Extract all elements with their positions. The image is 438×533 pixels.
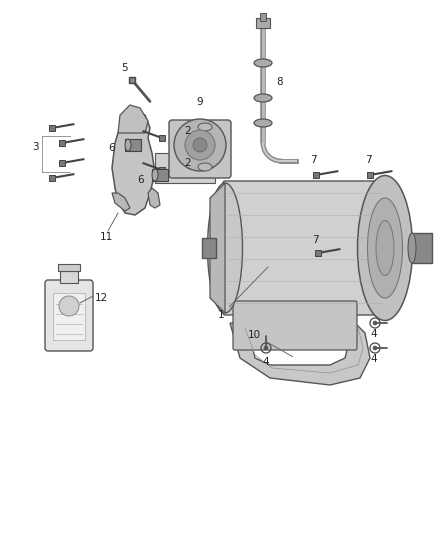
Text: 12: 12 <box>95 293 108 303</box>
Text: 9: 9 <box>196 97 203 107</box>
Polygon shape <box>210 183 225 313</box>
Circle shape <box>59 296 79 316</box>
Text: 11: 11 <box>100 232 113 242</box>
Circle shape <box>373 321 377 325</box>
Text: 6: 6 <box>137 175 144 185</box>
Ellipse shape <box>152 169 158 181</box>
Bar <box>125 139 141 151</box>
Polygon shape <box>230 323 370 385</box>
Polygon shape <box>112 193 130 211</box>
Circle shape <box>174 119 226 171</box>
Polygon shape <box>148 188 160 208</box>
Polygon shape <box>118 105 148 133</box>
Text: 3: 3 <box>32 142 39 152</box>
Text: 4: 4 <box>370 354 377 364</box>
Bar <box>256 18 270 28</box>
Circle shape <box>264 346 268 350</box>
Ellipse shape <box>408 233 416 263</box>
Ellipse shape <box>198 123 212 131</box>
Ellipse shape <box>376 221 394 276</box>
Text: 8: 8 <box>276 77 283 87</box>
Text: 7: 7 <box>365 155 371 165</box>
FancyBboxPatch shape <box>223 181 387 315</box>
Text: 4: 4 <box>262 357 268 367</box>
Ellipse shape <box>357 175 413 320</box>
FancyBboxPatch shape <box>45 280 93 351</box>
Bar <box>53 293 85 340</box>
Ellipse shape <box>198 163 212 171</box>
Ellipse shape <box>254 59 272 67</box>
Circle shape <box>185 130 215 160</box>
Bar <box>412 233 432 263</box>
Bar <box>260 13 266 21</box>
Text: 10: 10 <box>248 330 293 357</box>
Bar <box>202 238 216 258</box>
Circle shape <box>373 346 377 350</box>
Ellipse shape <box>254 119 272 127</box>
Circle shape <box>193 138 207 152</box>
Bar <box>58 264 80 271</box>
Text: 7: 7 <box>312 235 318 245</box>
FancyBboxPatch shape <box>233 301 357 350</box>
FancyBboxPatch shape <box>169 120 231 178</box>
Ellipse shape <box>208 183 243 313</box>
Bar <box>152 169 168 181</box>
Ellipse shape <box>125 139 131 151</box>
Text: 7: 7 <box>310 155 317 165</box>
Text: 2: 2 <box>184 126 191 136</box>
Ellipse shape <box>367 198 403 298</box>
Ellipse shape <box>254 94 272 102</box>
Bar <box>155 153 215 183</box>
Text: 6: 6 <box>108 143 115 153</box>
Text: 2: 2 <box>184 158 191 168</box>
Polygon shape <box>112 113 155 215</box>
Text: 4: 4 <box>370 329 377 339</box>
Bar <box>60 271 78 283</box>
Text: 5: 5 <box>121 63 127 73</box>
Text: 1: 1 <box>218 267 268 320</box>
